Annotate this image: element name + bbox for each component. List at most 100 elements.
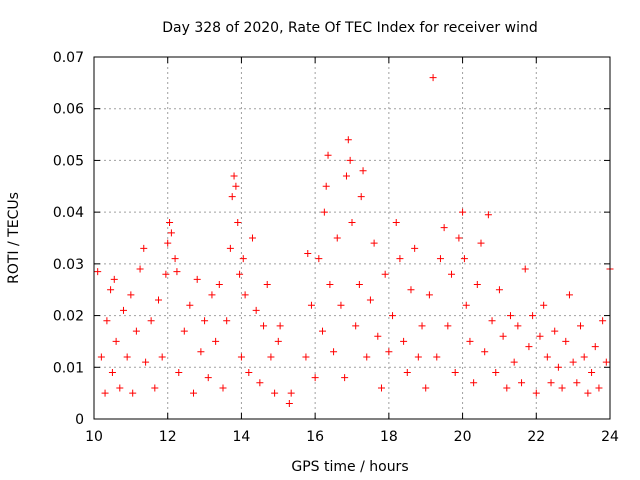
- data-point: [348, 218, 356, 226]
- plot-frame: [93, 56, 611, 420]
- data-point: [171, 255, 179, 263]
- data-point: [352, 322, 360, 330]
- data-point: [215, 281, 223, 289]
- y-tick-label: 0.02: [53, 309, 84, 325]
- data-point: [473, 281, 481, 289]
- data-point: [256, 379, 264, 387]
- data-point: [418, 322, 426, 330]
- data-point: [311, 374, 319, 382]
- data-point: [190, 389, 198, 397]
- data-point: [241, 291, 249, 299]
- data-point: [599, 317, 607, 325]
- y-tick-label: 0.01: [53, 360, 84, 376]
- data-point: [108, 368, 116, 376]
- data-point: [129, 389, 137, 397]
- data-point: [119, 306, 127, 314]
- data-point: [208, 291, 216, 299]
- data-point: [140, 244, 148, 252]
- data-point: [271, 389, 279, 397]
- data-point: [543, 353, 551, 361]
- data-point: [370, 239, 378, 247]
- data-point: [451, 368, 459, 376]
- data-point: [147, 317, 155, 325]
- y-tick-label: 0.06: [53, 102, 84, 118]
- data-point: [392, 218, 400, 226]
- data-point: [591, 343, 599, 351]
- data-point: [510, 358, 518, 366]
- data-point: [287, 389, 295, 397]
- data-point: [381, 270, 389, 278]
- y-tick-label: 0.04: [53, 205, 84, 221]
- grid-lines: [94, 57, 610, 419]
- chart-title: Day 328 of 2020, Rate Of TEC Index for r…: [162, 20, 537, 36]
- data-point: [495, 286, 503, 294]
- data-point: [101, 389, 109, 397]
- data-point: [230, 172, 238, 180]
- data-point: [322, 182, 330, 190]
- data-point: [162, 270, 170, 278]
- data-point: [462, 301, 470, 309]
- data-point: [212, 337, 220, 345]
- data-point: [506, 312, 514, 320]
- data-point: [193, 275, 201, 283]
- y-tick-label: 0.03: [53, 257, 84, 273]
- data-point: [433, 353, 441, 361]
- data-point: [466, 337, 474, 345]
- data-point: [180, 327, 188, 335]
- data-point: [263, 281, 271, 289]
- x-tick-label: 16: [306, 429, 324, 445]
- data-point: [477, 239, 485, 247]
- data-point: [248, 234, 256, 242]
- data-point: [116, 384, 124, 392]
- data-point: [307, 301, 315, 309]
- data-point: [396, 255, 404, 263]
- data-point: [324, 151, 332, 159]
- data-point: [164, 239, 172, 247]
- data-point: [540, 301, 548, 309]
- y-tick-label: 0.05: [53, 153, 84, 169]
- data-point: [167, 229, 175, 237]
- data-point: [341, 374, 349, 382]
- y-tick-label: 0.07: [53, 50, 84, 66]
- x-tick-label: 12: [159, 429, 177, 445]
- data-point: [529, 312, 537, 320]
- data-point: [389, 312, 397, 320]
- data-point: [363, 353, 371, 361]
- data-point: [333, 234, 341, 242]
- data-point: [276, 322, 284, 330]
- data-point: [436, 255, 444, 263]
- data-point: [484, 211, 492, 219]
- x-axis-label: GPS time / hours: [291, 459, 408, 475]
- data-point: [330, 348, 338, 356]
- data-point: [455, 234, 463, 242]
- data-point: [588, 368, 596, 376]
- data-point: [595, 384, 603, 392]
- data-point: [237, 353, 245, 361]
- data-point: [577, 322, 585, 330]
- data-point: [602, 358, 610, 366]
- data-point: [448, 270, 456, 278]
- data-point: [558, 384, 566, 392]
- data-point: [173, 268, 181, 276]
- x-tick-label: 22: [527, 429, 545, 445]
- data-point: [411, 244, 419, 252]
- data-point: [359, 167, 367, 175]
- x-tick-label: 10: [85, 429, 103, 445]
- data-point: [186, 301, 194, 309]
- data-point: [536, 332, 544, 340]
- data-point: [320, 208, 328, 216]
- x-tick-label: 24: [601, 429, 619, 445]
- data-point: [260, 322, 268, 330]
- data-point: [344, 136, 352, 144]
- x-tick-label: 14: [233, 429, 251, 445]
- data-point: [400, 337, 408, 345]
- data-point: [155, 296, 162, 304]
- data-point: [554, 363, 562, 371]
- data-point: [444, 322, 452, 330]
- data-points: [94, 74, 614, 407]
- data-point: [521, 265, 529, 273]
- data-point: [547, 379, 555, 387]
- data-point: [166, 218, 174, 226]
- data-point: [136, 265, 144, 273]
- data-point: [103, 317, 111, 325]
